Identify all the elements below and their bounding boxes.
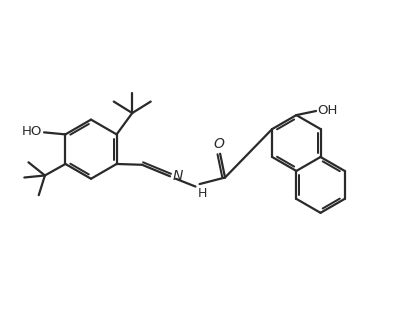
Text: OH: OH (317, 104, 338, 117)
Text: O: O (214, 137, 225, 151)
Text: H: H (197, 187, 207, 200)
Text: N: N (173, 169, 183, 183)
Text: HO: HO (22, 125, 42, 139)
